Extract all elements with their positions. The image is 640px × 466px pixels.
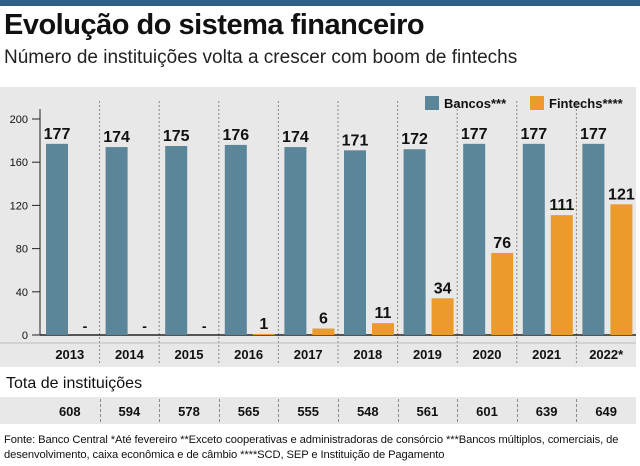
fintechs-bar: [252, 333, 275, 335]
chart-title: Evolução do sistema financeiro: [4, 9, 425, 41]
top-rule: [0, 0, 640, 6]
bancos-bar: [582, 143, 605, 335]
totals-separator: [338, 399, 339, 422]
bancos-value-label: 171: [342, 132, 369, 149]
bancos-value-label: 172: [401, 131, 428, 148]
totals-separator: [397, 399, 399, 422]
footnote: Fonte: Banco Central *Até fevereiro **Ex…: [4, 434, 619, 461]
totals-separator: [99, 399, 101, 422]
x-tick-label: 2014: [115, 347, 145, 362]
y-tick-label: 80: [16, 244, 28, 256]
bancos-bar: [403, 149, 426, 335]
total-value: 639: [535, 404, 558, 419]
total-value: 601: [476, 404, 498, 419]
bancos-value-label: 175: [163, 128, 190, 145]
x-tick-label: 2020: [473, 347, 502, 362]
bar-chart: 04080120160200177-2013174-2014175-201517…: [0, 101, 636, 363]
bancos-value-label: 174: [103, 129, 130, 146]
x-tick-label: 2016: [234, 347, 263, 362]
totals-separator: [516, 399, 518, 422]
total-value: 608: [58, 404, 81, 419]
fintechs-value-label: 76: [493, 235, 511, 252]
total-value: 649: [595, 404, 618, 419]
totals-label: Tota de instituições: [6, 375, 143, 392]
legend-fintechs-label: Fintechs****: [549, 95, 623, 111]
bancos-value-label: 177: [520, 126, 547, 143]
x-tick-label: 2022*: [589, 347, 624, 362]
total-value: 555: [297, 404, 320, 419]
totals-separator: [457, 399, 459, 422]
bancos-value-label: 177: [461, 126, 488, 143]
bancos-bar: [284, 147, 307, 335]
legend-fintechs: Fintechs****: [530, 95, 623, 111]
y-tick-label: 0: [22, 330, 28, 342]
bancos-bar: [344, 150, 366, 335]
y-tick-label: 200: [10, 114, 28, 126]
totals-row: [0, 397, 636, 424]
fintechs-bar: [610, 204, 633, 335]
total-value: 561: [416, 404, 439, 419]
bancos-bar: [46, 143, 68, 335]
bancos-value-label: 177: [44, 126, 71, 143]
fintechs-bar: [550, 215, 573, 335]
x-tick-label: 2015: [175, 347, 204, 362]
chart-subtitle: Número de instituições volta a crescer c…: [4, 47, 518, 68]
bancos-bar: [522, 143, 545, 335]
fintechs-value-label: 6: [319, 311, 328, 328]
total-value: 548: [356, 404, 379, 419]
bancos-bar: [105, 147, 128, 335]
x-tick-label: 2021: [532, 347, 561, 362]
bancos-bar: [224, 144, 247, 335]
fintechs-value-label: 11: [375, 305, 392, 322]
totals-separator: [218, 399, 220, 422]
totals-separator: [576, 399, 578, 422]
totals-separator: [278, 399, 280, 422]
y-tick-label: 120: [10, 200, 28, 212]
y-tick-label: 40: [16, 287, 28, 299]
bancos-value-label: 176: [222, 127, 249, 144]
fintechs-value-label: 1: [259, 316, 268, 333]
fintechs-value-label: 34: [434, 280, 452, 297]
bancos-bar: [463, 143, 486, 335]
x-tick-label: 2018: [353, 347, 382, 362]
fintechs-value-label: 121: [608, 186, 635, 203]
x-tick-label: 2013: [55, 347, 84, 362]
fintechs-value-label: -: [202, 318, 207, 334]
fintechs-value-label: -: [83, 318, 88, 334]
total-value: 578: [178, 404, 200, 419]
x-tick-label: 2019: [413, 347, 442, 362]
total-value: 565: [237, 404, 260, 419]
total-value: 594: [118, 404, 141, 419]
fintechs-bar: [312, 328, 335, 335]
fintechs-bar: [431, 298, 454, 335]
legend-bancos: Bancos***: [425, 95, 506, 111]
legend-fintechs-swatch: [530, 96, 544, 110]
fintechs-value-label: -: [142, 318, 147, 334]
fintechs-bar: [491, 252, 514, 335]
y-tick-label: 160: [10, 157, 28, 169]
fintechs-bar: [372, 323, 394, 335]
bancos-value-label: 177: [580, 126, 607, 143]
legend-bancos-swatch: [425, 96, 439, 110]
bancos-value-label: 174: [282, 129, 309, 146]
bancos-bar: [165, 146, 188, 335]
legend-bancos-label: Bancos***: [444, 95, 507, 111]
fintechs-value-label: 111: [549, 197, 574, 214]
x-tick-label: 2017: [294, 347, 323, 362]
totals-separator: [159, 399, 161, 422]
